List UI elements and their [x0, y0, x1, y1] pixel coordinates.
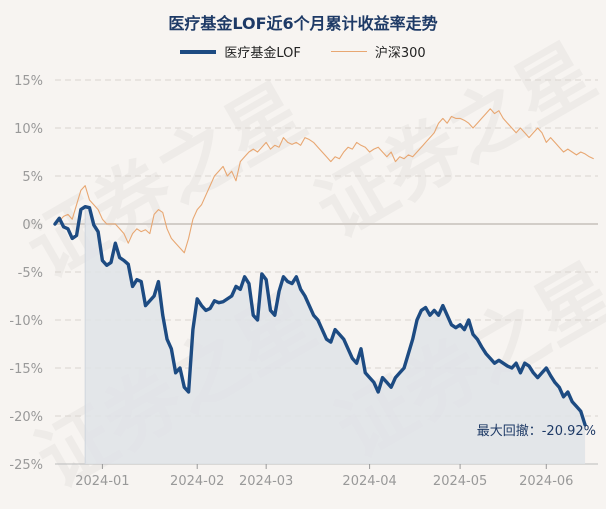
y-tick-label: -15% [9, 362, 43, 377]
y-tick-label: 15% [14, 74, 43, 89]
y-tick-label: -25% [9, 458, 43, 473]
series-line-index [54, 108, 594, 254]
legend-swatch-fund [180, 49, 217, 54]
legend-label-index: 沪深300 [374, 46, 426, 61]
y-tick-label: 10% [14, 122, 43, 137]
chart-title: 医疗基金LOF近6个月累计收益率走势 [168, 14, 438, 33]
x-tick-label: 2024-03 [239, 474, 293, 489]
series-line-fund [53, 205, 587, 427]
x-tick-label: 2024-01 [75, 474, 129, 489]
x-tick-label: 2024-06 [519, 474, 573, 489]
y-tick-label: 0% [22, 218, 43, 233]
x-tick-label: 2024-02 [170, 474, 224, 489]
y-tick-label: -10% [9, 314, 43, 329]
legend-label-fund: 医疗基金LOF [224, 46, 301, 61]
legend-item-index[interactable]: 沪深300 [330, 42, 426, 61]
drawdown-area [85, 206, 586, 464]
y-tick-label: 5% [22, 170, 43, 185]
legend-swatch-index [330, 51, 367, 52]
y-tick-label: -5% [18, 266, 43, 281]
legend-item-fund[interactable]: 医疗基金LOF [180, 42, 301, 61]
max-drawdown-label: 最大回撤：-20.92% [477, 423, 596, 439]
x-tick-label: 2024-04 [342, 474, 396, 489]
y-tick-label: -20% [9, 410, 43, 425]
legend: 医疗基金LOF 沪深300 [0, 42, 606, 61]
x-tick-label: 2024-05 [433, 474, 487, 489]
